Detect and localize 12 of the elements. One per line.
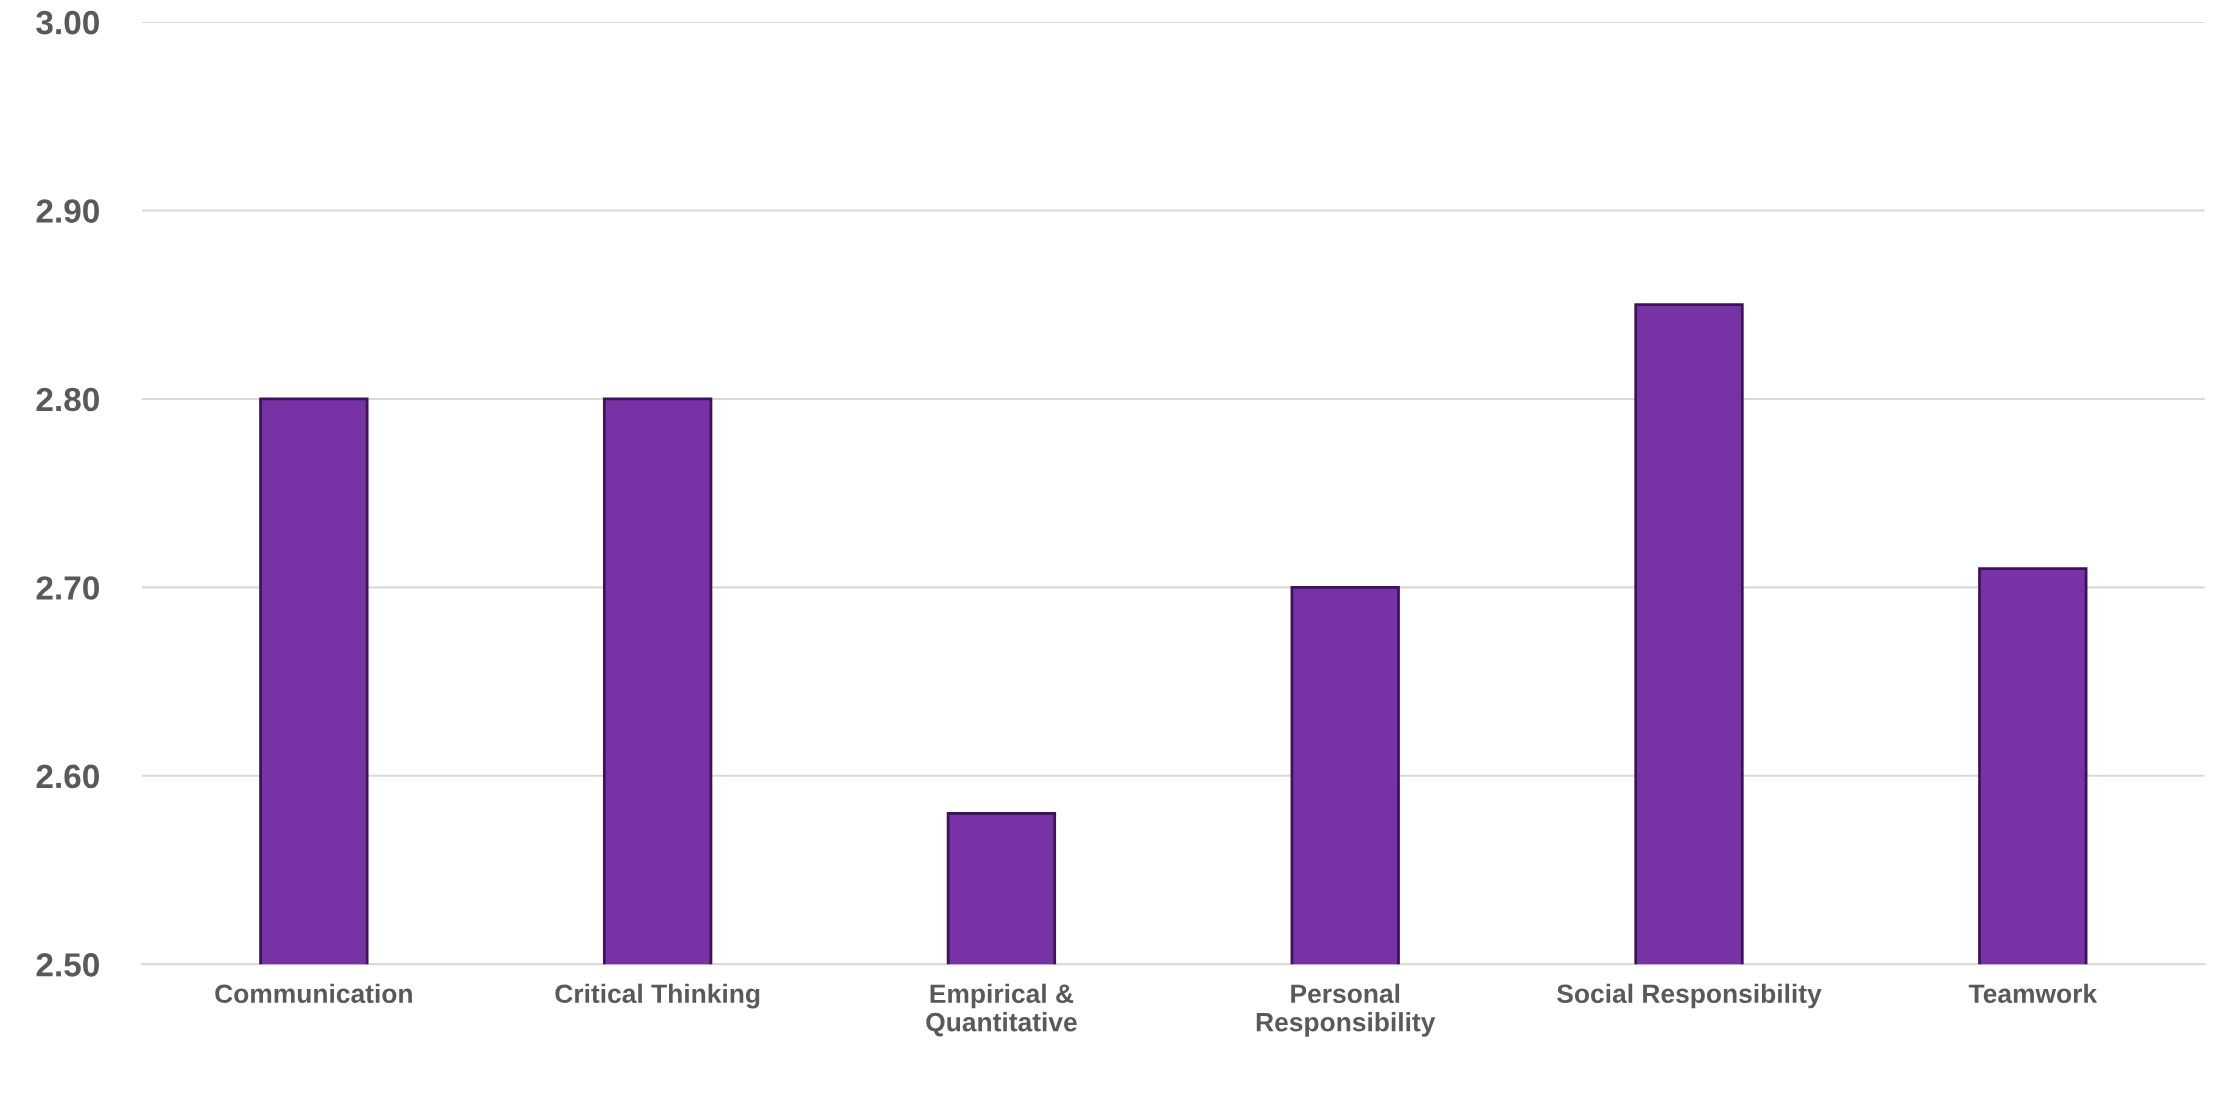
y-tick-label: 2.70: [36, 576, 99, 600]
y-tick-label: 2.50: [36, 953, 99, 977]
x-tick-label: Critical Thinking: [555, 983, 760, 1009]
y-tick-label: 2.80: [36, 387, 99, 412]
x-tick-label: Communication: [215, 983, 412, 1004]
y-tick-label: 3.00: [36, 10, 99, 35]
x-tick-label: Teamwork: [1968, 983, 2098, 1004]
x-tick-label: Empirical & Quantitative: [926, 983, 1077, 1037]
x-tick-label: Personal Responsibility: [1256, 983, 1436, 1037]
y-tick-label: 2.90: [36, 199, 99, 223]
y-tick-label: 2.60: [36, 764, 99, 789]
x-tick-label: Social Responsibility: [1557, 983, 1822, 1009]
